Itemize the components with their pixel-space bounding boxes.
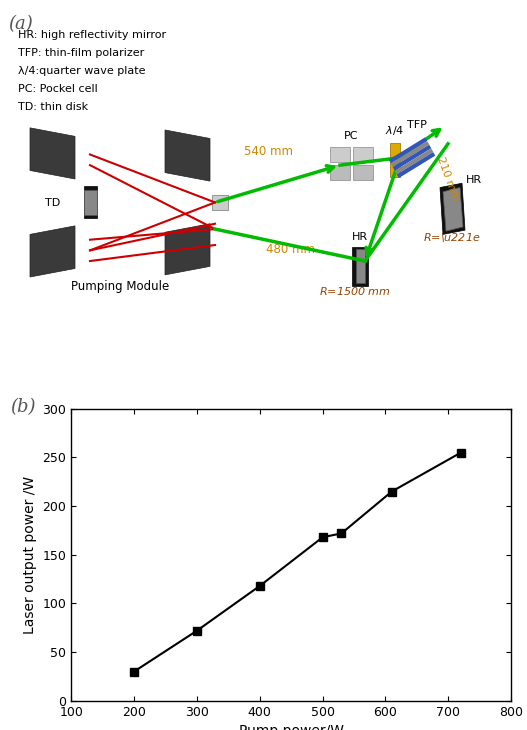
Text: HR: high reflectivity mirror: HR: high reflectivity mirror (18, 30, 166, 40)
Polygon shape (440, 183, 465, 234)
Text: $\lambda$/4: $\lambda$/4 (385, 124, 405, 137)
Polygon shape (353, 147, 373, 162)
Polygon shape (352, 247, 368, 285)
Text: (a): (a) (8, 15, 33, 33)
Text: 540 mm: 540 mm (243, 145, 292, 158)
Polygon shape (84, 186, 97, 218)
Polygon shape (165, 223, 210, 275)
Polygon shape (330, 165, 350, 180)
Polygon shape (84, 190, 97, 215)
Text: λ/4:quarter wave plate: λ/4:quarter wave plate (18, 66, 145, 76)
Text: TD: TD (45, 199, 60, 209)
Y-axis label: Laser output power /W: Laser output power /W (23, 476, 37, 634)
X-axis label: Pump power/W: Pump power/W (239, 724, 344, 730)
Text: TFP: TFP (407, 120, 427, 130)
Polygon shape (356, 250, 365, 283)
Text: $R$=1500 mm: $R$=1500 mm (319, 285, 391, 297)
Text: $R$=\u221e: $R$=\u221e (423, 231, 481, 244)
Text: (b): (b) (11, 398, 36, 416)
Text: Pumping Module: Pumping Module (71, 280, 169, 293)
Polygon shape (353, 165, 373, 180)
Polygon shape (212, 195, 228, 210)
Polygon shape (330, 147, 350, 162)
Text: 210 mm: 210 mm (435, 155, 461, 202)
Polygon shape (165, 130, 210, 181)
Polygon shape (443, 188, 463, 231)
Text: HR: HR (352, 231, 368, 242)
Text: HR: HR (466, 175, 482, 185)
Text: TD: thin disk: TD: thin disk (18, 102, 88, 112)
Polygon shape (390, 143, 400, 177)
Text: PC: PC (344, 131, 359, 140)
Text: TFP: thin-film polarizer: TFP: thin-film polarizer (18, 48, 144, 58)
Text: PC: Pockel cell: PC: Pockel cell (18, 84, 97, 94)
Text: 480 mm: 480 mm (266, 243, 315, 256)
Polygon shape (30, 128, 75, 179)
Polygon shape (30, 226, 75, 277)
